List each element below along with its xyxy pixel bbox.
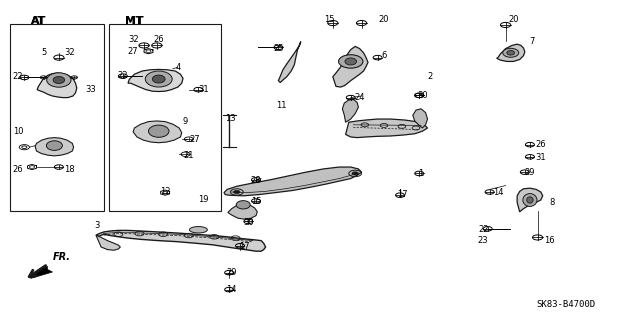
Text: FR.: FR. [52, 252, 70, 262]
Text: 8: 8 [549, 198, 554, 207]
Text: 14: 14 [493, 188, 503, 197]
Polygon shape [128, 69, 183, 92]
Text: 26: 26 [154, 36, 164, 44]
Text: AT: AT [31, 16, 46, 26]
Text: 20: 20 [379, 15, 389, 24]
Text: 29: 29 [525, 168, 535, 177]
Text: 11: 11 [276, 101, 287, 110]
Text: SK83-B4700D: SK83-B4700D [537, 300, 596, 308]
Text: 31: 31 [198, 85, 209, 94]
Text: 26: 26 [536, 140, 546, 149]
Text: 29: 29 [227, 268, 237, 277]
Polygon shape [37, 73, 77, 98]
Text: 6: 6 [381, 52, 387, 60]
Text: 22: 22 [478, 225, 488, 234]
Polygon shape [224, 167, 362, 196]
Text: 1: 1 [419, 169, 424, 178]
Text: 18: 18 [64, 165, 74, 174]
Ellipse shape [53, 76, 65, 84]
Ellipse shape [503, 48, 519, 57]
Text: 22: 22 [118, 71, 128, 80]
Ellipse shape [47, 73, 71, 87]
Polygon shape [517, 188, 543, 212]
Text: 4: 4 [175, 63, 180, 72]
Text: 12: 12 [160, 188, 170, 196]
Text: 32: 32 [128, 36, 138, 44]
Text: 31: 31 [536, 153, 546, 162]
Ellipse shape [507, 51, 515, 55]
Ellipse shape [152, 75, 165, 83]
Text: 21: 21 [184, 151, 194, 160]
Polygon shape [342, 99, 358, 122]
Text: 19: 19 [198, 196, 209, 204]
Text: 20: 20 [508, 15, 518, 24]
Text: 16: 16 [544, 236, 554, 245]
Circle shape [234, 190, 240, 194]
Polygon shape [133, 121, 182, 143]
Text: 22: 22 [13, 72, 23, 81]
Bar [109, 24, 221, 211]
Text: 15: 15 [251, 197, 261, 206]
Text: 17: 17 [239, 242, 250, 251]
Text: 5: 5 [41, 48, 46, 57]
Polygon shape [35, 138, 74, 156]
Ellipse shape [236, 201, 250, 209]
Polygon shape [31, 266, 52, 278]
Polygon shape [96, 230, 266, 251]
Text: 26: 26 [13, 165, 23, 174]
Text: 17: 17 [397, 190, 407, 199]
Text: 14: 14 [227, 285, 237, 294]
Ellipse shape [47, 141, 63, 150]
Text: 25: 25 [274, 44, 284, 53]
Ellipse shape [345, 58, 356, 65]
Text: 28: 28 [251, 176, 261, 185]
Polygon shape [228, 204, 257, 219]
Polygon shape [96, 235, 120, 250]
Polygon shape [278, 42, 301, 83]
Polygon shape [346, 119, 428, 138]
Text: 32: 32 [64, 48, 74, 57]
Circle shape [352, 172, 358, 175]
Text: MT: MT [125, 16, 143, 26]
Text: 7: 7 [530, 37, 535, 46]
Text: 13: 13 [225, 114, 236, 123]
Text: 27: 27 [128, 47, 138, 56]
Polygon shape [497, 44, 525, 61]
Ellipse shape [527, 197, 533, 203]
Text: 10: 10 [13, 127, 23, 136]
Text: 27: 27 [190, 135, 200, 144]
Text: 33: 33 [86, 85, 96, 94]
Text: 30: 30 [243, 218, 253, 227]
Ellipse shape [339, 55, 363, 68]
Text: 30: 30 [417, 92, 428, 100]
Text: 23: 23 [478, 236, 488, 245]
Text: 9: 9 [183, 117, 188, 126]
Polygon shape [413, 109, 428, 128]
Text: 24: 24 [355, 93, 365, 102]
Text: MT: MT [125, 16, 143, 26]
Text: 3: 3 [95, 221, 100, 230]
Text: 15: 15 [324, 15, 335, 24]
Ellipse shape [189, 227, 207, 233]
Bar [10, 24, 104, 211]
Text: AT: AT [31, 16, 45, 26]
Ellipse shape [145, 71, 172, 87]
Text: 2: 2 [428, 72, 433, 81]
Ellipse shape [148, 125, 169, 137]
Polygon shape [333, 46, 368, 87]
Ellipse shape [523, 194, 537, 206]
